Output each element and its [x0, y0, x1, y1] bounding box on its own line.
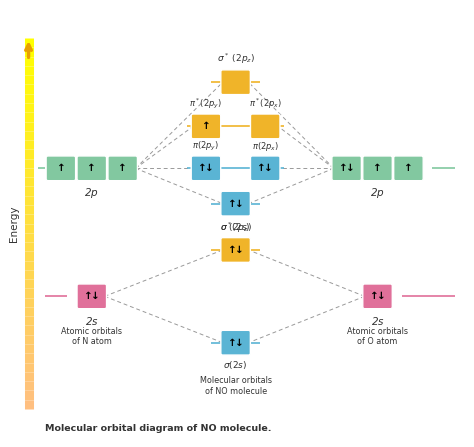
FancyBboxPatch shape [77, 284, 107, 309]
Text: $\sigma$(2$s$): $\sigma$(2$s$) [223, 358, 248, 371]
FancyBboxPatch shape [250, 114, 280, 139]
Text: $\sigma^*$ (2$p_z$): $\sigma^*$ (2$p_z$) [217, 52, 255, 66]
FancyBboxPatch shape [221, 238, 250, 262]
Text: $\pi^*$(2$p_x$): $\pi^*$(2$p_x$) [249, 97, 282, 111]
Text: Molecular orbital diagram of NO molecule.: Molecular orbital diagram of NO molecule… [45, 424, 272, 433]
Text: ↓: ↓ [264, 163, 273, 173]
FancyBboxPatch shape [221, 70, 250, 95]
Text: ↓: ↓ [235, 337, 244, 348]
Text: Molecular orbitals
of NO molecule: Molecular orbitals of NO molecule [200, 376, 272, 396]
Text: $\pi^*$(2$p_y$): $\pi^*$(2$p_y$) [190, 97, 222, 111]
Text: $\sigma$ (2$p_z$): $\sigma$ (2$p_z$) [219, 221, 252, 234]
Text: ↑: ↑ [201, 122, 210, 131]
Text: 2$p$: 2$p$ [370, 186, 385, 199]
Text: ↑: ↑ [228, 337, 237, 348]
Text: ↓: ↓ [235, 198, 244, 209]
FancyBboxPatch shape [332, 156, 361, 181]
Text: ↑: ↑ [118, 163, 127, 173]
FancyBboxPatch shape [191, 114, 221, 139]
FancyBboxPatch shape [221, 330, 250, 355]
FancyBboxPatch shape [77, 156, 107, 181]
Text: ↑: ↑ [370, 291, 378, 301]
Text: ↑: ↑ [404, 163, 413, 173]
Text: ↑: ↑ [84, 291, 92, 301]
Text: ↑: ↑ [87, 163, 96, 173]
FancyBboxPatch shape [46, 156, 76, 181]
Text: Atomic orbitals
of O atom: Atomic orbitals of O atom [347, 327, 408, 346]
Text: 2$p$: 2$p$ [84, 186, 99, 199]
Text: ↓: ↓ [346, 163, 355, 173]
FancyBboxPatch shape [191, 156, 221, 181]
FancyBboxPatch shape [394, 156, 423, 181]
Text: ↓: ↓ [205, 163, 214, 173]
Text: $\pi$(2$p_x$): $\pi$(2$p_x$) [252, 140, 279, 153]
Text: ↓: ↓ [377, 291, 385, 301]
FancyBboxPatch shape [363, 156, 392, 181]
Text: ↑: ↑ [56, 163, 65, 173]
Text: ↑: ↑ [338, 163, 347, 173]
Text: ↑: ↑ [257, 163, 266, 173]
Text: $\pi$(2$p_y$): $\pi$(2$p_y$) [192, 140, 219, 153]
Text: Atomic orbitals
of N atom: Atomic orbitals of N atom [61, 327, 122, 346]
Text: ↓: ↓ [91, 291, 100, 301]
FancyBboxPatch shape [221, 191, 250, 216]
Text: ↑: ↑ [228, 245, 237, 255]
Text: $\sigma^*$(2$s$): $\sigma^*$(2$s$) [220, 221, 251, 234]
FancyBboxPatch shape [108, 156, 137, 181]
FancyBboxPatch shape [250, 156, 280, 181]
Text: ↑: ↑ [228, 198, 237, 209]
Text: ↑: ↑ [373, 163, 382, 173]
Text: ↓: ↓ [235, 245, 244, 255]
FancyBboxPatch shape [363, 284, 392, 309]
Text: Energy: Energy [9, 205, 19, 242]
Text: 2$s$: 2$s$ [371, 315, 384, 327]
Text: ↑: ↑ [198, 163, 207, 173]
Text: 2$s$: 2$s$ [85, 315, 99, 327]
